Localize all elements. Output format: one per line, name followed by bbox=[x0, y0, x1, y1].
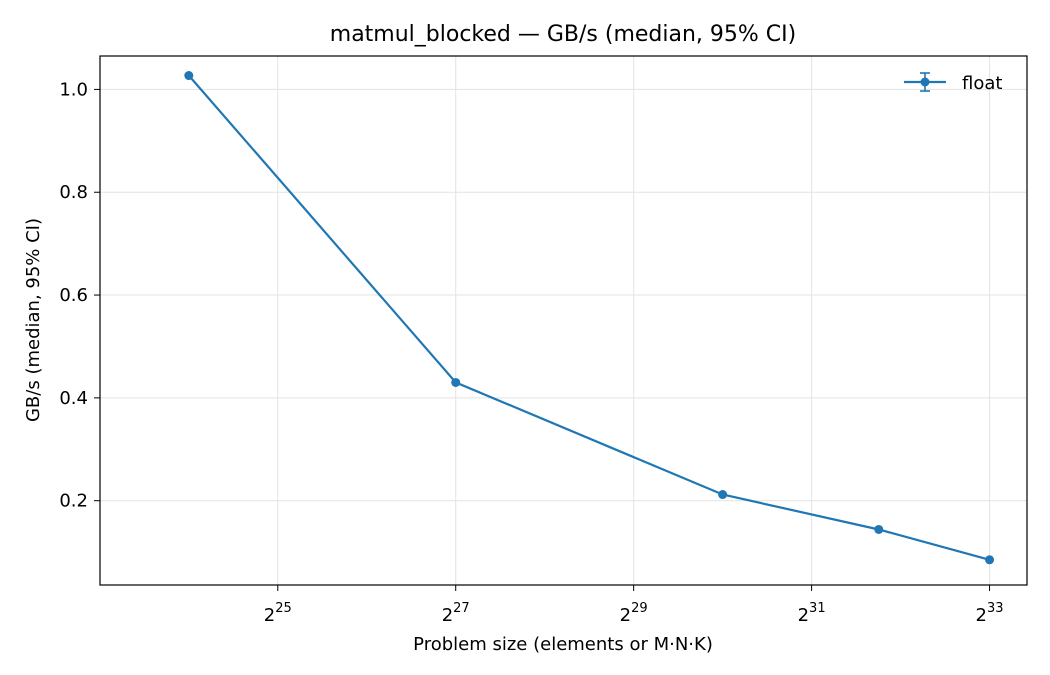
x-tick-exponent: 29 bbox=[631, 601, 648, 616]
x-tick-label: 225 bbox=[264, 601, 292, 626]
x-axis-label: Problem size (elements or M·N·K) bbox=[413, 634, 713, 655]
legend-label-float: float bbox=[962, 73, 1002, 94]
y-tick-label: 0.6 bbox=[59, 285, 88, 306]
x-tick-base: 2 bbox=[264, 605, 275, 626]
legend: float bbox=[904, 72, 1002, 94]
x-tick-exponent: 31 bbox=[809, 601, 826, 616]
grid bbox=[100, 56, 1027, 585]
data-point bbox=[874, 524, 884, 534]
x-tick-base: 2 bbox=[442, 605, 453, 626]
legend-marker bbox=[920, 77, 930, 87]
x-tick-label: 229 bbox=[620, 601, 648, 626]
y-tick-label: 1.0 bbox=[59, 79, 88, 100]
plot-frame bbox=[99, 55, 1028, 586]
data-point bbox=[718, 490, 728, 500]
data-point bbox=[451, 377, 461, 387]
data-point bbox=[985, 555, 995, 565]
x-tick-exponent: 25 bbox=[275, 601, 292, 616]
x-tick-label: 227 bbox=[442, 601, 470, 626]
x-tick-exponent: 27 bbox=[453, 601, 470, 616]
x-tick-base: 2 bbox=[620, 605, 631, 626]
x-tick-exponent: 33 bbox=[987, 601, 1004, 616]
x-tick-label: 231 bbox=[798, 601, 826, 626]
x-tick-base: 2 bbox=[976, 605, 987, 626]
x-axis: 225 227 229 231 233 bbox=[264, 585, 1004, 626]
y-tick-label: 0.2 bbox=[59, 491, 88, 512]
y-axis-label: GB/s (median, 95% CI) bbox=[23, 218, 44, 422]
x-tick-base: 2 bbox=[798, 605, 809, 626]
data-point bbox=[184, 71, 194, 81]
y-tick-label: 0.4 bbox=[59, 388, 88, 409]
chart-title: matmul_blocked — GB/s (median, 95% CI) bbox=[330, 22, 796, 47]
series-layer bbox=[184, 71, 995, 565]
y-tick-label: 0.8 bbox=[59, 182, 88, 203]
x-tick-label: 233 bbox=[976, 601, 1004, 626]
y-axis: 0.2 0.4 0.6 0.8 1.0 bbox=[59, 79, 100, 512]
